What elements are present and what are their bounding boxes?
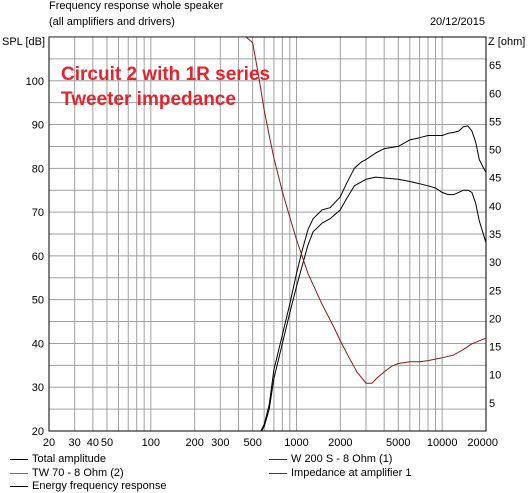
- legend-label-energy: Energy frequency response: [32, 480, 167, 492]
- annotation-line-1: Circuit 2 with 1R series: [61, 64, 271, 85]
- legend-item-tweeter: TW 70 - 8 Ohm (2): [10, 467, 124, 479]
- y-tick-label-right: 35: [489, 229, 501, 241]
- x-tick-label: 300: [211, 437, 229, 449]
- legend-swatch-energy: [10, 485, 28, 487]
- series-line-impedance-at-amplifier-1: [49, 37, 486, 384]
- legend-item-total: Total amplitude: [10, 453, 106, 465]
- chart-date: 20/12/2015: [429, 16, 485, 28]
- chart-title: Frequency response whole speaker: [49, 0, 224, 12]
- y-tick-label-right: 20: [489, 313, 501, 325]
- x-tick-label: 2000: [328, 437, 352, 449]
- y-tick-label-left: 50: [32, 295, 44, 307]
- series-line-total-amplitude: [260, 125, 486, 431]
- legend-item-woofer: W 200 S - 8 Ohm (1): [269, 453, 392, 465]
- x-tick-label: 1000: [284, 437, 308, 449]
- x-tick-label: 10000: [427, 437, 458, 449]
- x-tick-label: 500: [243, 437, 261, 449]
- x-tick-label: 40: [87, 437, 99, 449]
- y-tick-label-left: 30: [32, 382, 44, 394]
- x-tick-label: 50: [101, 437, 113, 449]
- x-tick-label: 30: [69, 437, 81, 449]
- y-tick-label-left: 40: [32, 338, 44, 350]
- x-tick-label: 200: [185, 437, 203, 449]
- legend-item-impedance: Impedance at amplifier 1: [269, 467, 411, 479]
- series-line-energy-frequency-response: [260, 176, 486, 431]
- y-tick-label-left: 90: [32, 120, 44, 132]
- y-tick-label-left: 20: [32, 426, 44, 438]
- legend-swatch-woofer: [269, 458, 287, 460]
- legend-swatch-total: [10, 458, 28, 460]
- legend-label-impedance: Impedance at amplifier 1: [291, 467, 412, 479]
- y-tick-label-right: 10: [489, 370, 501, 382]
- x-tick-label: 20: [43, 437, 55, 449]
- legend-label-woofer: W 200 S - 8 Ohm (1): [291, 453, 393, 465]
- chart-subtitle: (all amplifiers and drivers): [49, 16, 175, 28]
- legend-label-total: Total amplitude: [32, 453, 106, 465]
- x-tick-label: 100: [142, 437, 160, 449]
- legend-swatch-tweeter: [10, 472, 28, 474]
- y-tick-label-right: 40: [489, 201, 501, 213]
- y-axis-left-label: SPL [dB]: [2, 36, 45, 48]
- legend-swatch-impedance: [269, 472, 287, 474]
- y-tick-label-right: 30: [489, 257, 501, 269]
- y-tick-label-right: 15: [489, 342, 501, 354]
- x-tick-label: 20000: [467, 437, 498, 449]
- y-tick-label-left: 80: [32, 163, 44, 175]
- y-tick-label-right: 45: [489, 173, 501, 185]
- legend-label-tweeter: TW 70 - 8 Ohm (2): [32, 467, 124, 479]
- plot-frame: [48, 36, 487, 432]
- x-tick-label: 5000: [386, 437, 410, 449]
- y-tick-label-right: 60: [489, 88, 501, 100]
- y-tick-label-right: 25: [489, 285, 501, 297]
- annotation-line-2: Tweeter impedance: [61, 89, 236, 110]
- y-axis-right-label: Z [ohm]: [488, 36, 525, 48]
- y-tick-label-right: 65: [489, 60, 501, 72]
- y-tick-label-left: 70: [32, 207, 44, 219]
- y-tick-label-left: 100: [26, 76, 44, 88]
- legend-item-energy: Energy frequency response: [10, 480, 167, 492]
- y-tick-label-right: 5: [489, 398, 495, 410]
- y-tick-label-left: 60: [32, 251, 44, 263]
- y-tick-label-right: 55: [489, 116, 501, 128]
- y-tick-label-right: 50: [489, 145, 501, 157]
